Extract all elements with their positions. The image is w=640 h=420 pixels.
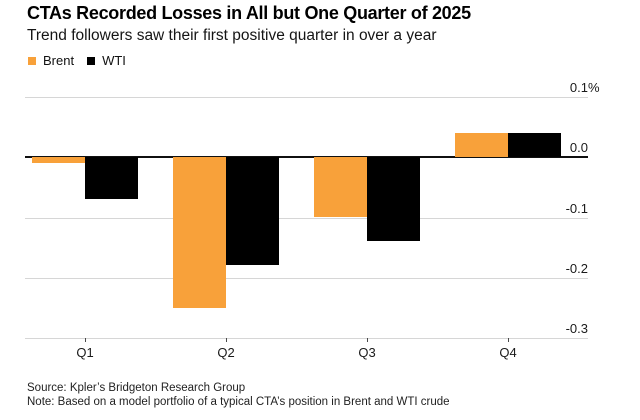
x-axis-tick-label: Q1 (76, 345, 94, 360)
y-axis-tick-label: -0.1 (565, 201, 588, 216)
chart-title: CTAs Recorded Losses in All but One Quar… (27, 3, 471, 23)
gridline (25, 338, 588, 339)
legend-label: WTI (102, 53, 126, 68)
y-axis-tick-label: 0.0 (569, 140, 588, 155)
bar-wti-q1 (85, 157, 138, 199)
zero-gridline (25, 156, 588, 158)
x-axis-tick (367, 338, 368, 342)
legend-swatch-icon (28, 56, 36, 65)
x-axis-tick (226, 338, 227, 342)
bar-wti-q4 (508, 133, 561, 157)
chart-legend: Brent WTI (28, 53, 126, 68)
gridline (25, 218, 588, 219)
y-axis-tick-label: -0.2 (565, 261, 588, 276)
gridline (25, 278, 588, 279)
bar-wti-q2 (226, 157, 279, 265)
bar-brent-q2 (173, 157, 226, 308)
y-axis-tick-label: -0.3 (565, 321, 588, 336)
source-text: Source: Kpler’s Bridgeton Research Group (27, 382, 246, 394)
legend-item-brent: Brent (28, 53, 74, 68)
bar-brent-q1 (32, 157, 85, 163)
y-axis-tick-label: 0.1% (569, 80, 600, 95)
legend-swatch-icon (87, 56, 96, 65)
chart-subtitle: Trend followers saw their first positive… (27, 27, 437, 44)
x-axis-tick-label: Q3 (358, 345, 376, 360)
x-axis-tick (85, 338, 86, 342)
legend-item-wti: WTI (87, 53, 126, 68)
bar-brent-q3 (314, 157, 367, 217)
chart-footer: Source: Kpler’s Bridgeton Research Group… (27, 381, 450, 409)
gridline (25, 97, 588, 98)
note-text: Note: Based on a model portfolio of a ty… (27, 396, 450, 408)
legend-label: Brent (43, 53, 75, 68)
bar-brent-q4 (455, 133, 508, 157)
bar-wti-q3 (367, 157, 420, 241)
x-axis-tick (508, 338, 509, 342)
x-axis-tick-label: Q4 (499, 345, 517, 360)
x-axis-tick-label: Q2 (217, 345, 235, 360)
